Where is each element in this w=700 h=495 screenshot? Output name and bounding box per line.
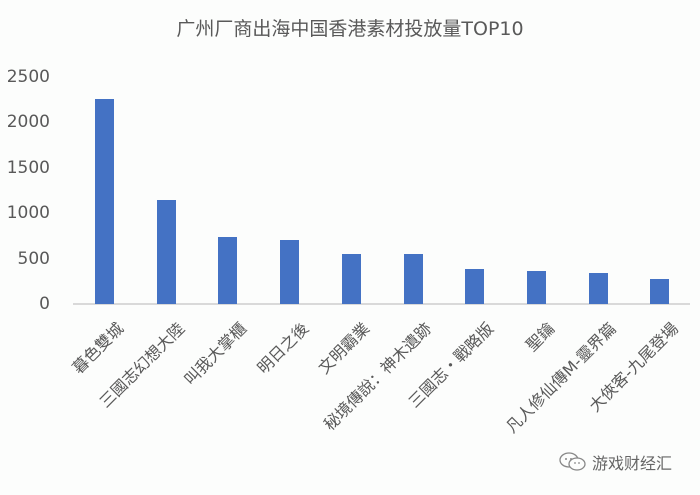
bar (341, 254, 361, 304)
watermark: 游戏财经汇 (558, 450, 672, 474)
y-tick-label: 1000 (6, 203, 50, 224)
y-tick-label: 2500 (6, 67, 50, 87)
bar (95, 98, 114, 304)
wechat-icon (558, 451, 588, 473)
x-tick-label: 明日之後 (253, 318, 312, 378)
x-axis-line (73, 303, 690, 305)
bar (650, 279, 670, 304)
y-tick-label: 0 (39, 294, 50, 314)
bar (588, 273, 608, 304)
watermark-text: 游戏财经汇 (592, 454, 673, 473)
bar (280, 239, 300, 304)
x-tick-label: 叫我大掌櫃 (180, 318, 251, 389)
y-tick-label: 2000 (6, 112, 50, 133)
y-tick-label: 500 (17, 248, 50, 269)
chart-title: 广州厂商出海中国香港素材投放量TOP10 (176, 18, 524, 40)
bar (526, 270, 546, 304)
bar (218, 236, 238, 304)
bar (465, 269, 485, 304)
x-tick-label: 聖鑰 (522, 318, 559, 355)
y-tick-label: 1500 (6, 157, 50, 178)
x-tick-label: 凡人修仙傳M-靈界篇 (502, 318, 620, 437)
bar (403, 254, 423, 304)
x-tick-label: 秘境傳說：神木遺跡 (320, 318, 436, 435)
bar (156, 200, 176, 304)
